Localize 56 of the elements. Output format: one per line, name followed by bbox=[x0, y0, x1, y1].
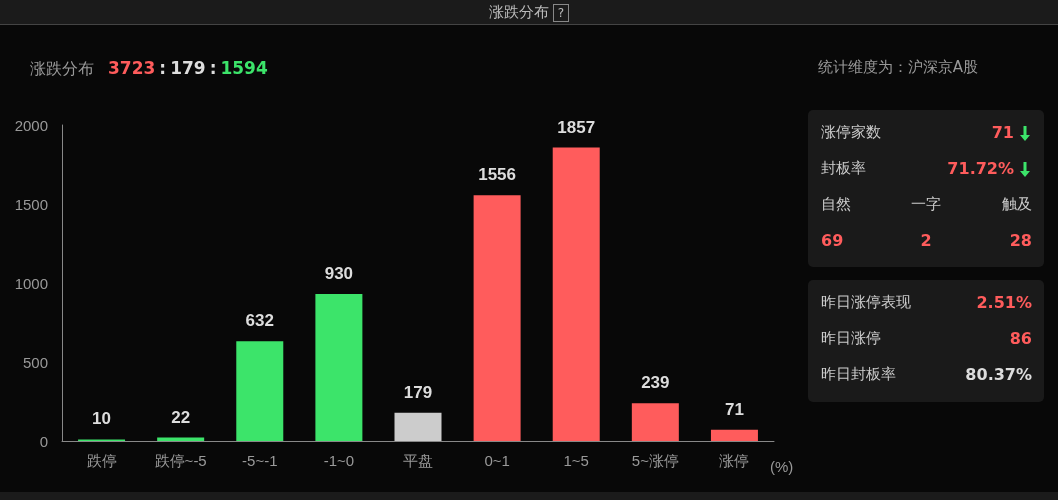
x-tick-label: 1~5 bbox=[563, 452, 589, 469]
chart-title: 涨跌分布 bbox=[489, 3, 549, 21]
bar bbox=[552, 147, 600, 441]
y-tick-label: 1500 bbox=[14, 195, 48, 213]
data-label: 239 bbox=[641, 373, 670, 393]
text: 2 bbox=[920, 231, 932, 250]
text: 触及 bbox=[1002, 195, 1032, 214]
data-label: 179 bbox=[403, 382, 433, 402]
data-label: 930 bbox=[324, 264, 354, 284]
x-tick-label: -1~0 bbox=[323, 452, 355, 469]
text: 71.72% bbox=[947, 159, 1014, 178]
x-tick-label: 平盘 bbox=[403, 452, 433, 469]
text: 涨跌分布 bbox=[30, 59, 94, 78]
x-tick-label: -5~-1 bbox=[242, 452, 278, 469]
bar bbox=[315, 294, 363, 441]
data-label: 632 bbox=[245, 311, 274, 331]
bar bbox=[236, 341, 284, 441]
text: 自然 bbox=[821, 195, 851, 214]
data-label: 22 bbox=[171, 407, 191, 427]
y-tick-label: 500 bbox=[22, 353, 48, 371]
data-label: 1556 bbox=[478, 165, 517, 185]
y-tick-label: 2000 bbox=[14, 116, 48, 134]
y-tick-label: 0 bbox=[39, 432, 48, 450]
text: 28 bbox=[1009, 231, 1032, 250]
x-tick-label: 跌停 bbox=[86, 452, 117, 469]
data-label: 10 bbox=[92, 409, 112, 429]
x-tick-label: 跌停~-5 bbox=[154, 452, 207, 469]
data-label: 1857 bbox=[557, 117, 596, 137]
x-tick-label: 涨停 bbox=[719, 452, 750, 469]
text: 一字 bbox=[911, 195, 941, 214]
text: 涨停家数 bbox=[821, 123, 881, 142]
x-tick-label: 5~涨停 bbox=[631, 452, 679, 469]
text: : bbox=[159, 58, 167, 78]
text: 80.37% bbox=[965, 365, 1032, 384]
text: 封板率 bbox=[821, 159, 866, 178]
x-tick-label: 0~1 bbox=[484, 452, 510, 469]
text: 3723 bbox=[108, 58, 156, 78]
text: 昨日封板率 bbox=[821, 365, 896, 384]
bar bbox=[473, 195, 521, 441]
y-tick-label: 1000 bbox=[14, 274, 48, 292]
help-icon: ? bbox=[553, 3, 569, 22]
text: 统计维度为：沪深京A股 bbox=[817, 58, 978, 77]
bar bbox=[710, 429, 758, 441]
text: 1594 bbox=[220, 58, 268, 78]
text: 69 bbox=[821, 231, 844, 250]
text: 86 bbox=[1009, 329, 1032, 348]
text: 昨日涨停 bbox=[821, 329, 881, 348]
bar bbox=[631, 403, 679, 441]
text: : bbox=[209, 58, 217, 78]
text: 179 bbox=[170, 58, 206, 78]
data-label: 71 bbox=[724, 399, 744, 419]
text: 71 bbox=[991, 123, 1014, 142]
x-axis-title: (%) bbox=[770, 458, 794, 475]
text: 2.51% bbox=[976, 293, 1032, 312]
bar bbox=[394, 412, 442, 441]
text: 昨日涨停表现 bbox=[821, 293, 911, 312]
